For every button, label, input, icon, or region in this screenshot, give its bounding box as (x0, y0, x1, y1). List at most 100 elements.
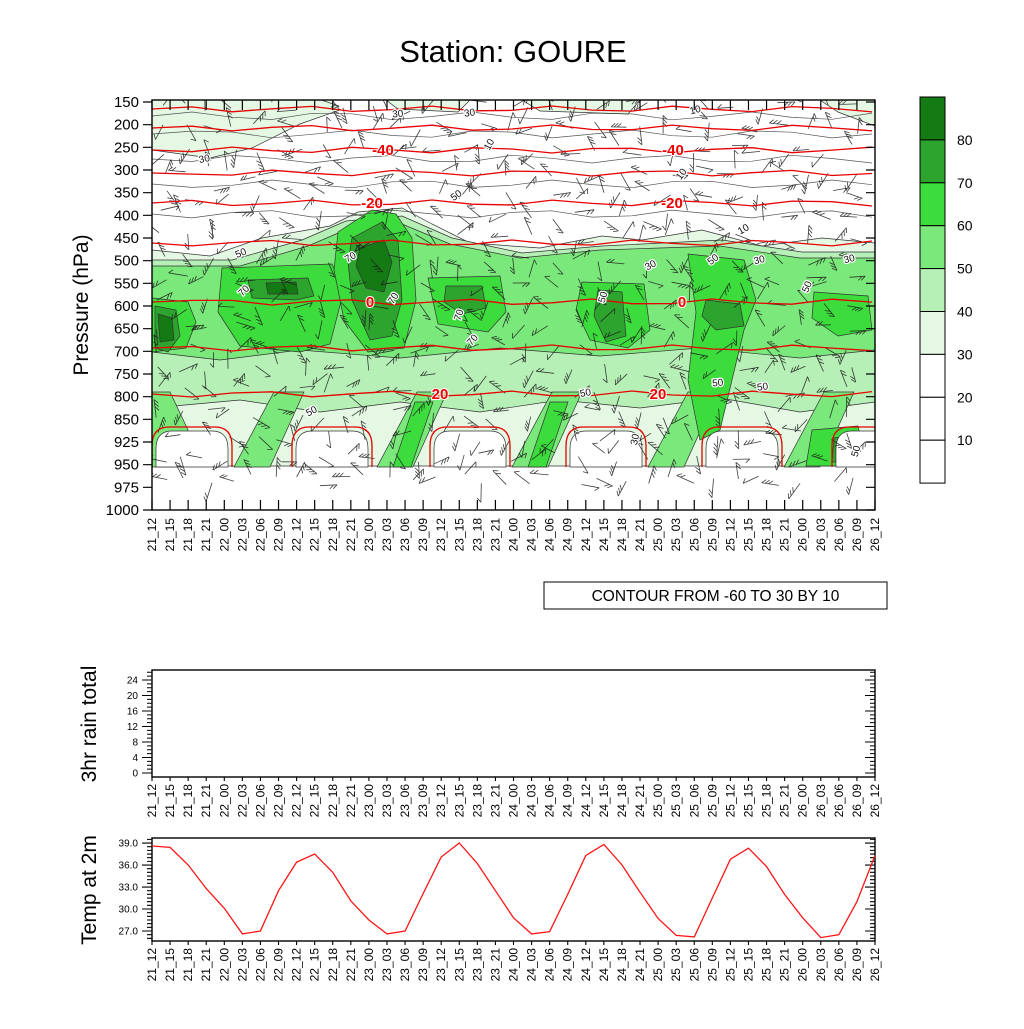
red-contour-label: 0 (678, 294, 686, 311)
dry-gap-arch (155, 430, 229, 468)
time-tick-label: 23_18 (470, 518, 484, 552)
time-tick-label: 22_06 (253, 784, 267, 818)
time-tick-label: 25_18 (760, 948, 774, 982)
red-30C-arcs (152, 426, 875, 467)
time-tick-label: 24_21 (633, 784, 647, 818)
colorbar-cell (919, 353, 946, 398)
time-tick-label: 24_18 (615, 784, 629, 818)
time-tick-label: 21_15 (163, 518, 177, 552)
humidity-contour-label: 50 (756, 381, 769, 394)
time-tick-label: 21_12 (145, 948, 159, 982)
time-tick-label: 25_12 (723, 784, 737, 818)
humidity-streak-60 (527, 401, 569, 468)
time-tick-label: 22_03 (235, 784, 249, 818)
time-tick-label: 24_21 (633, 948, 647, 982)
humidity-contour-label: 50 (712, 378, 724, 390)
dry-gap-arch (295, 430, 369, 468)
time-tick-label: 22_09 (272, 948, 286, 982)
time-tick-label: 22_18 (326, 518, 340, 552)
time-tick-label: 26_00 (796, 948, 810, 982)
humidity-shade-l80 (157, 313, 175, 343)
time-tick-label: 26_03 (814, 948, 828, 982)
time-tick-label: 26_09 (850, 784, 864, 818)
pressure-tick-label: 600 (114, 298, 139, 315)
time-tick-label: 26_12 (868, 948, 882, 982)
humidity-contour-label: 30 (198, 153, 212, 166)
humidity-streak-60 (392, 401, 434, 468)
time-tick-label: 21_21 (199, 948, 213, 982)
red-contour-label: -20 (361, 195, 383, 212)
y-tick-label: 27.0 (119, 927, 139, 938)
time-tick-label: 24_06 (543, 784, 557, 818)
colorbar-cell (919, 396, 946, 441)
time-tick-label: 21_21 (199, 784, 213, 818)
time-tick-label: 25_21 (778, 784, 792, 818)
time-tick-label: 22_15 (308, 518, 322, 552)
time-tick-label: 26_03 (814, 784, 828, 818)
colorbar-cell (919, 268, 946, 313)
pressure-tick-label: 975 (114, 479, 139, 496)
time-tick-label: 21_12 (145, 784, 159, 818)
time-tick-label: 24_18 (615, 518, 629, 552)
time-tick-label: 23_21 (488, 948, 502, 982)
pressure-tick-label: 950 (114, 457, 139, 474)
time-tick-label: 25_03 (669, 784, 683, 818)
pressure-tick-label: 350 (114, 185, 139, 202)
pressure-tick-label: 925 (114, 434, 139, 451)
pressure-tick-label: 250 (114, 139, 139, 156)
colorbar-tick-label: 30 (957, 346, 973, 362)
pressure-tick-label: 150 (114, 94, 139, 111)
time-tick-label: 22_12 (290, 784, 304, 818)
pressure-tick-label: 500 (114, 253, 139, 270)
time-tick-label: 24_21 (633, 518, 647, 552)
time-tick-label: 24_12 (579, 948, 593, 982)
time-tick-label: 23_06 (398, 518, 412, 552)
time-tick-label: 21_15 (163, 948, 177, 982)
time-tick-label: 22_00 (217, 948, 231, 982)
time-tick-label: 23_09 (416, 518, 430, 552)
colorbar-tick-label: 70 (957, 175, 973, 191)
pressure-tick-label: 550 (114, 275, 139, 292)
time-tick-label: 23_06 (398, 948, 412, 982)
time-tick-label: 24_03 (525, 518, 539, 552)
time-tick-label: 24_09 (561, 518, 575, 552)
humidity-shade-l60 (217, 263, 345, 353)
colorbar-tick-label: 10 (957, 432, 973, 448)
time-tick-label: 22_18 (326, 784, 340, 818)
red-contour-label: -40 (372, 142, 394, 159)
time-tick-label: 23_00 (362, 518, 376, 552)
colorbar-tick-label: 50 (957, 261, 973, 277)
time-tick-label: 21_18 (181, 518, 195, 552)
y-tick-label: 33.0 (119, 883, 139, 894)
humidity-shade-l70 (701, 299, 745, 331)
time-tick-label: 24_09 (561, 948, 575, 982)
time-tick-label: 26_12 (868, 518, 882, 552)
time-tick-label: 23_09 (416, 784, 430, 818)
humidity-shade-l60 (687, 253, 757, 441)
pressure-tick-label: 700 (114, 343, 139, 360)
time-tick-label: 23_12 (434, 784, 448, 818)
humidity-contour-label: 50 (850, 444, 864, 458)
time-tick-label: 25_15 (741, 948, 755, 982)
time-tick-label: 24_03 (525, 784, 539, 818)
time-tick-label: 25_18 (760, 518, 774, 552)
dry-gap-arch (705, 430, 779, 468)
y-tick-label: 36.0 (119, 861, 139, 872)
red-contour-label: -20 (661, 195, 683, 212)
rain-panel: 0 4 8 12 16 20 24 21_12 21_15 21_18 21_21 22_00 22_0… (127, 669, 882, 818)
pressure-axis-title: Pressure (hPa) (70, 234, 93, 375)
time-tick-label: 26_06 (832, 518, 846, 552)
humidity-contour-label: 30 (463, 107, 476, 120)
humidity-contour-label: 50 (579, 387, 592, 400)
time-tick-label: 23_12 (434, 948, 448, 982)
colorbar-cell (919, 225, 946, 270)
colorbar-tick-label: 40 (957, 304, 973, 320)
humidity-contour-label: 30 (843, 253, 857, 266)
time-tick-label: 25_00 (651, 518, 665, 552)
time-tick-label: 23_03 (380, 784, 394, 818)
panel-ticks (142, 838, 876, 945)
time-tick-label: 25_12 (723, 948, 737, 982)
